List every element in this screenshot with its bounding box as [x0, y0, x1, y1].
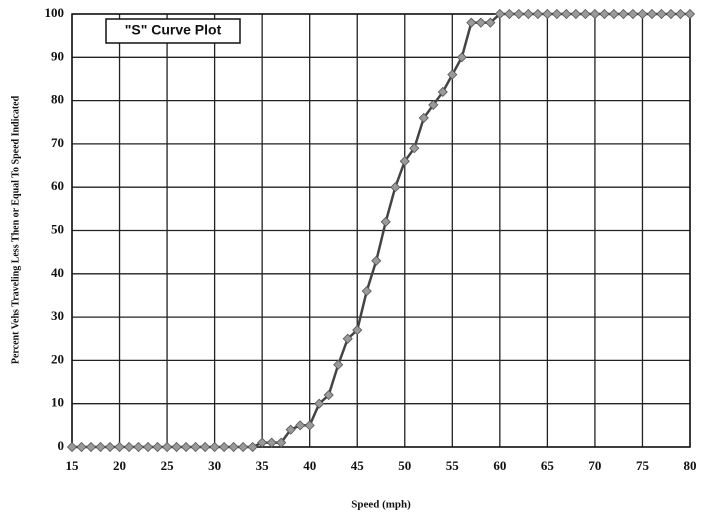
marker [551, 8, 562, 20]
marker [285, 424, 296, 435]
marker [665, 8, 677, 20]
y-tick-label: 20 [51, 351, 64, 366]
x-tick-label: 40 [303, 458, 316, 473]
x-tick-label: 30 [208, 458, 221, 473]
marker [342, 333, 353, 344]
marker [542, 8, 553, 20]
x-tick-label: 20 [113, 458, 126, 473]
x-tick-label: 55 [446, 458, 460, 473]
y-tick-label: 0 [58, 438, 65, 453]
marker [247, 441, 258, 453]
y-tick-label: 60 [51, 178, 64, 193]
marker [114, 441, 125, 453]
marker [675, 8, 686, 20]
marker [209, 441, 220, 453]
marker [142, 441, 154, 453]
x-tick-label: 70 [588, 458, 601, 473]
x-tick-label: 75 [636, 458, 650, 473]
marker [314, 398, 325, 409]
y-tick-label: 80 [51, 92, 64, 107]
plot-border [71, 13, 691, 448]
marker [323, 389, 334, 401]
marker [66, 441, 78, 453]
marker [190, 441, 201, 453]
marker [352, 325, 363, 336]
x-tick-label: 60 [493, 458, 506, 473]
y-tick-label: 90 [51, 48, 64, 63]
y-tick-label: 30 [51, 308, 64, 323]
x-axis-label: Speed (mph) [351, 499, 411, 511]
marker [466, 17, 477, 28]
marker [637, 8, 648, 20]
marker [561, 8, 572, 20]
marker [646, 8, 658, 20]
marker [238, 441, 249, 453]
marker [219, 441, 230, 453]
marker [371, 255, 382, 266]
marker [123, 441, 135, 453]
marker [276, 437, 287, 448]
marker [333, 359, 344, 370]
marker [485, 17, 496, 28]
x-tick-label: 35 [256, 458, 270, 473]
marker [570, 8, 581, 20]
y-tick-label: 10 [51, 395, 64, 410]
marker [399, 156, 410, 167]
marker [580, 8, 591, 20]
marker [523, 8, 534, 20]
marker [304, 420, 315, 431]
marker [428, 99, 439, 110]
marker [599, 8, 610, 20]
x-tick-label: 65 [541, 458, 555, 473]
marker [257, 437, 268, 448]
marker [295, 420, 306, 431]
marker [152, 441, 163, 453]
marker [228, 441, 239, 453]
marker [171, 441, 182, 453]
marker [437, 86, 448, 98]
x-tick-label: 50 [398, 458, 411, 473]
marker [456, 52, 467, 63]
title-box [105, 18, 241, 44]
y-tick-label: 40 [51, 265, 64, 280]
marker [627, 8, 639, 20]
y-tick-label: 70 [51, 135, 64, 150]
marker [200, 441, 211, 453]
marker [618, 8, 629, 20]
marker [447, 69, 458, 80]
marker [656, 8, 667, 20]
x-tick-label: 45 [351, 458, 365, 473]
marker [95, 441, 106, 453]
marker [475, 17, 486, 28]
marker [390, 182, 401, 193]
marker [104, 441, 116, 453]
marker [418, 112, 429, 123]
marker [133, 441, 144, 453]
marker [409, 143, 420, 154]
marker [589, 8, 600, 20]
y-axis-label: Percent Vehs Traveling Less Then or Equa… [10, 95, 21, 364]
marker [162, 441, 173, 453]
x-tick-label: 80 [684, 458, 697, 473]
marker [513, 8, 524, 20]
marker [181, 441, 192, 453]
x-tick-label: 15 [66, 458, 80, 473]
marker [380, 216, 391, 227]
marker [266, 437, 277, 448]
marker [684, 8, 696, 20]
x-tick-label: 25 [161, 458, 175, 473]
marker [361, 286, 372, 297]
marker [494, 8, 505, 20]
marker [85, 441, 97, 453]
marker [504, 8, 515, 20]
y-tick-label: 50 [51, 221, 64, 236]
chart-title: "S" Curve Plot [125, 22, 222, 38]
marker [532, 8, 543, 20]
y-tick-label: 100 [45, 5, 65, 20]
marker [76, 441, 87, 453]
marker [608, 8, 620, 20]
